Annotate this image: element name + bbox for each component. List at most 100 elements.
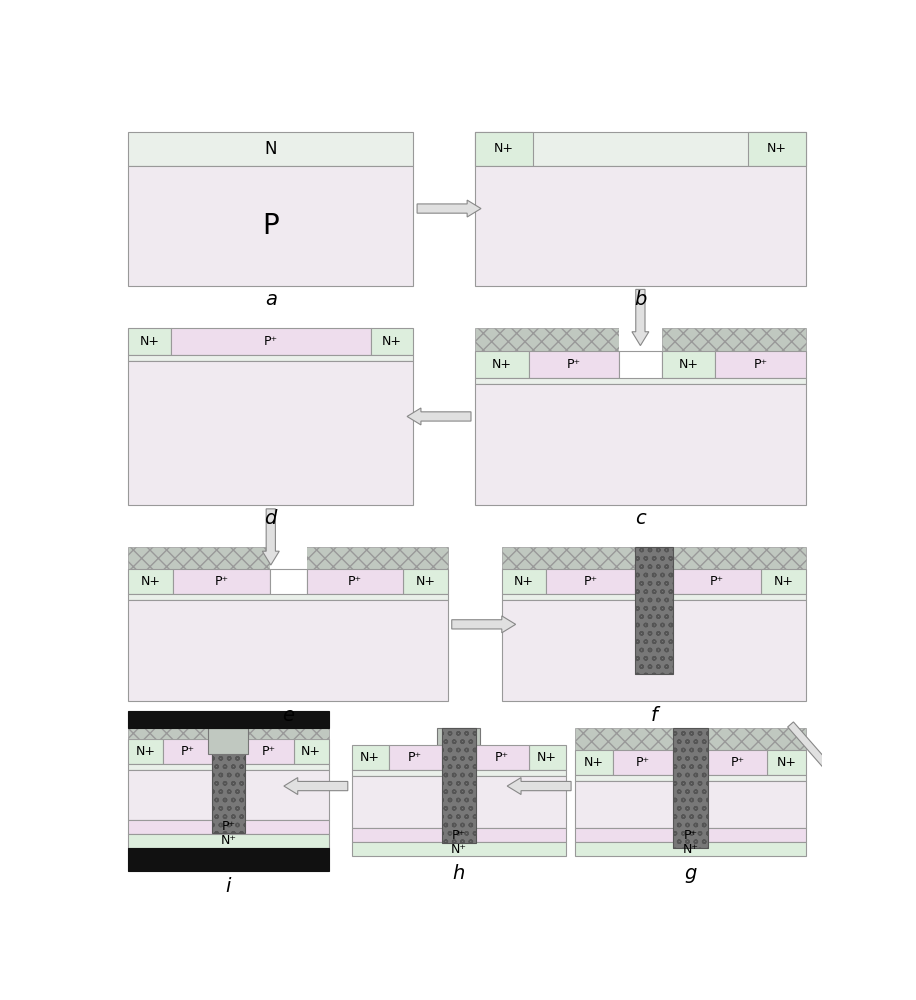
Text: N+: N+	[141, 575, 160, 588]
Bar	[269, 569, 307, 655]
Bar	[575, 842, 806, 856]
Bar	[768, 750, 806, 774]
Bar	[529, 351, 619, 378]
Bar	[673, 728, 708, 848]
Bar	[748, 132, 806, 166]
Bar	[575, 750, 614, 774]
Bar	[352, 770, 566, 776]
Bar	[614, 750, 673, 774]
Bar	[474, 132, 532, 166]
Bar	[761, 569, 806, 594]
FancyArrow shape	[507, 778, 571, 795]
FancyArrow shape	[788, 722, 845, 786]
Bar	[474, 384, 806, 505]
Text: P⁺: P⁺	[222, 820, 235, 833]
Bar	[442, 728, 475, 843]
Bar	[245, 739, 294, 764]
Bar	[661, 351, 715, 378]
Text: N⁺: N⁺	[682, 843, 698, 856]
Text: N+: N+	[301, 745, 322, 758]
FancyArrow shape	[632, 289, 649, 346]
Text: N+: N+	[584, 756, 605, 769]
Text: P⁺: P⁺	[214, 575, 228, 588]
Bar	[294, 739, 329, 764]
Text: P: P	[262, 212, 279, 240]
Bar	[619, 351, 661, 451]
Bar	[128, 770, 329, 820]
Bar	[209, 728, 248, 754]
Text: P⁺: P⁺	[264, 335, 278, 348]
Text: N+: N+	[139, 335, 159, 348]
Text: P⁺: P⁺	[683, 829, 697, 842]
Bar	[529, 745, 566, 770]
Bar	[307, 569, 403, 594]
Bar	[269, 638, 307, 655]
Text: P⁺: P⁺	[567, 358, 581, 371]
Text: g: g	[684, 864, 697, 883]
Text: i: i	[225, 877, 231, 896]
Bar	[128, 739, 163, 764]
Bar	[128, 728, 329, 739]
Text: P⁺: P⁺	[731, 756, 745, 769]
Bar	[128, 355, 413, 361]
Bar	[163, 739, 213, 764]
Bar	[502, 547, 806, 569]
Text: N+: N+	[767, 142, 787, 155]
Bar	[128, 361, 413, 505]
Bar	[635, 547, 673, 674]
Text: N+: N+	[494, 142, 514, 155]
Bar	[708, 750, 768, 774]
Bar	[128, 132, 413, 166]
Bar	[502, 594, 806, 600]
Text: f: f	[650, 706, 658, 725]
FancyArrow shape	[262, 509, 279, 565]
Bar	[403, 569, 448, 594]
Bar	[128, 547, 448, 569]
Bar	[128, 328, 170, 355]
Text: P⁺: P⁺	[180, 745, 195, 758]
Bar	[673, 569, 761, 594]
Bar	[128, 834, 329, 848]
Bar	[170, 328, 371, 355]
FancyArrow shape	[407, 408, 471, 425]
Bar	[619, 436, 661, 451]
Bar	[502, 569, 547, 594]
Text: P⁺: P⁺	[262, 745, 277, 758]
Bar	[352, 828, 566, 842]
Bar	[575, 828, 806, 842]
Text: N+: N+	[492, 358, 512, 371]
Bar	[352, 745, 388, 770]
FancyArrow shape	[417, 200, 481, 217]
Bar	[128, 711, 329, 728]
Text: P⁺: P⁺	[348, 575, 362, 588]
Bar	[128, 764, 329, 770]
Text: P⁺: P⁺	[496, 751, 509, 764]
FancyArrow shape	[452, 616, 516, 633]
Bar	[388, 745, 442, 770]
Bar	[173, 569, 269, 594]
Bar	[128, 600, 448, 701]
Text: e: e	[282, 706, 294, 725]
Bar	[673, 728, 708, 750]
Bar	[575, 774, 806, 781]
Text: c: c	[635, 509, 646, 528]
Text: P⁺: P⁺	[452, 829, 465, 842]
Bar	[635, 547, 673, 569]
Text: N+: N+	[777, 756, 797, 769]
Bar	[474, 166, 806, 286]
Text: N+: N+	[774, 575, 793, 588]
Bar	[128, 166, 413, 286]
Text: N+: N+	[136, 745, 156, 758]
Bar	[352, 842, 566, 856]
Text: N+: N+	[416, 575, 436, 588]
Bar	[474, 378, 806, 384]
Bar	[502, 600, 806, 701]
Bar	[213, 728, 245, 833]
Text: N+: N+	[537, 751, 557, 764]
Bar	[547, 569, 635, 594]
Bar	[575, 728, 806, 750]
Bar	[352, 776, 566, 828]
Bar	[128, 848, 329, 871]
Text: h: h	[453, 864, 464, 883]
Text: N+: N+	[514, 575, 534, 588]
